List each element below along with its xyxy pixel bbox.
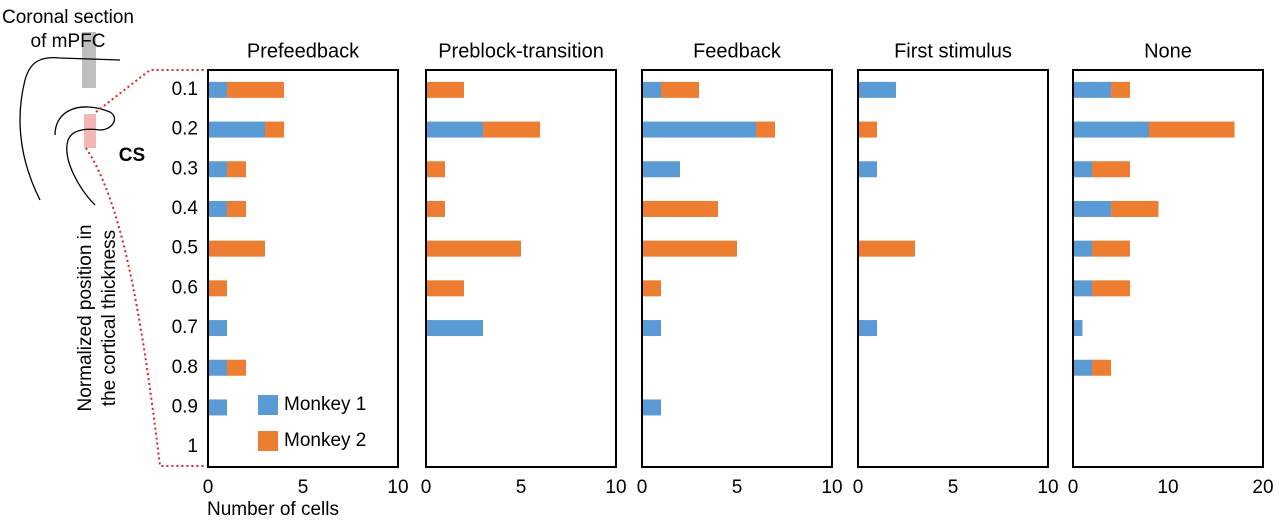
x-tick-label: 5 <box>298 477 309 498</box>
y-axis-label: Normalized position in <box>75 225 96 412</box>
y-tick-label: 0.3 <box>172 158 198 179</box>
bar-segment <box>426 320 483 336</box>
panel-title: None <box>1144 40 1192 62</box>
bar-segment <box>1073 241 1092 257</box>
x-tick-label: 10 <box>1157 477 1178 498</box>
bar-segment <box>642 399 661 415</box>
x-tick-label: 5 <box>516 477 527 498</box>
legend-swatch <box>258 395 278 415</box>
bar-segment <box>208 82 227 98</box>
x-tick-label: 10 <box>605 477 626 498</box>
bar-segment <box>1092 360 1111 376</box>
bar-segment <box>1073 82 1111 98</box>
bar-segment <box>483 122 540 138</box>
bar-segment <box>208 320 227 336</box>
bar-segment <box>1073 280 1092 296</box>
x-tick-label: 10 <box>387 477 408 498</box>
x-tick-label: 0 <box>203 477 214 498</box>
figure: Coronal section of mPFC CS Prefeedback 0 5… <box>0 0 1281 520</box>
bar-segment <box>227 82 284 98</box>
y-tick-label: 0.8 <box>172 357 198 378</box>
bar-segment <box>1149 122 1235 138</box>
bar-segment <box>642 82 661 98</box>
bar-segment <box>426 280 464 296</box>
bar-segment <box>642 122 756 138</box>
y-tick-label: 0.5 <box>172 238 198 259</box>
x-tick-label: 10 <box>1037 477 1058 498</box>
bar-segment <box>1092 280 1130 296</box>
bar-segment <box>858 122 877 138</box>
bar-segment <box>1111 82 1130 98</box>
panel-title: Prefeedback <box>247 40 360 62</box>
y-tick-label: 0.4 <box>172 198 199 219</box>
bar-segment <box>756 122 775 138</box>
bar-segment <box>1073 161 1092 177</box>
page: {"diagram": {"label_lines": ["Coronal se… <box>0 0 1281 520</box>
y-axis-label: the cortical thickness <box>99 230 120 406</box>
bar-segment <box>642 320 661 336</box>
x-tick-label: 5 <box>732 477 743 498</box>
bar-segment <box>1092 161 1130 177</box>
bar-segment <box>208 241 265 257</box>
x-tick-label: 0 <box>637 477 648 498</box>
bar-segment <box>227 360 246 376</box>
panel-title: Feedback <box>693 40 782 62</box>
bar-segment <box>426 161 445 177</box>
bar-segment <box>208 360 227 376</box>
bar-segment <box>1073 201 1111 217</box>
bar-segment <box>426 82 464 98</box>
bar-segment <box>858 241 915 257</box>
x-tick-label: 10 <box>821 477 842 498</box>
bar-segment <box>227 201 246 217</box>
bar-segment <box>1073 122 1149 138</box>
bar-segment <box>208 201 227 217</box>
legend-label: Monkey 2 <box>284 430 366 451</box>
schematic-label: of mPFC <box>31 31 106 52</box>
bar-segment <box>208 399 227 415</box>
x-axis-label: Number of cells <box>207 499 339 520</box>
bar-segment <box>661 82 699 98</box>
bar-segment <box>426 241 521 257</box>
plot-frame <box>858 70 1048 467</box>
y-tick-label: 0.6 <box>172 277 198 298</box>
panel-title: Preblock-transition <box>438 40 604 62</box>
x-tick-label: 5 <box>948 477 959 498</box>
bar-segment <box>642 161 680 177</box>
bar-segment <box>858 320 877 336</box>
bar-segment <box>265 122 284 138</box>
bar-segment <box>426 201 445 217</box>
bar-segment <box>642 241 737 257</box>
bar-segment <box>1073 360 1092 376</box>
schematic-label: Coronal section <box>2 7 134 28</box>
legend-swatch <box>258 431 278 451</box>
x-tick-label: 0 <box>1068 477 1079 498</box>
x-tick-label: 0 <box>421 477 432 498</box>
legend-label: Monkey 1 <box>284 394 366 415</box>
x-tick-label: 20 <box>1252 477 1273 498</box>
bar-segment <box>208 280 227 296</box>
y-tick-label: 0.9 <box>172 396 198 417</box>
x-tick-label: 0 <box>853 477 864 498</box>
bar-segment <box>208 122 265 138</box>
bar-segment <box>642 280 661 296</box>
y-tick-label: 0.1 <box>172 79 198 100</box>
y-tick-label: 0.7 <box>172 317 198 338</box>
bar-segment <box>1073 320 1083 336</box>
y-tick-label: 1 <box>187 436 198 457</box>
bar-segment <box>208 161 227 177</box>
sulcus-label: CS <box>119 145 145 166</box>
bar-segment <box>227 161 246 177</box>
bar-segment <box>858 82 896 98</box>
bar-segment <box>1111 201 1159 217</box>
bar-segment <box>858 161 877 177</box>
y-tick-label: 0.2 <box>172 119 198 140</box>
bar-segment <box>642 201 718 217</box>
section-strip-highlight <box>84 114 96 148</box>
panel-title: First stimulus <box>894 40 1012 62</box>
bar-segment <box>426 122 483 138</box>
bar-segment <box>1092 241 1130 257</box>
